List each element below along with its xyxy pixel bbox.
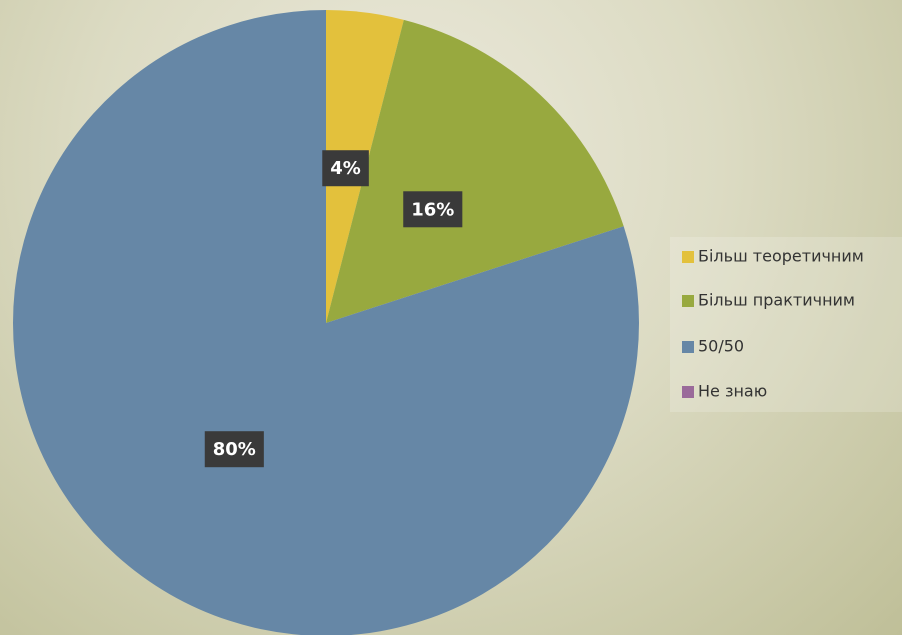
- legend-swatch: [682, 386, 694, 398]
- pie-slice: [13, 10, 639, 635]
- legend-swatch: [682, 251, 694, 263]
- data-label-box: [322, 150, 369, 187]
- pie-slice: [326, 19, 624, 324]
- legend-swatch: [682, 341, 694, 353]
- data-label-box: [204, 431, 264, 468]
- data-label: 16%: [411, 199, 454, 220]
- data-label-box: [403, 191, 463, 228]
- legend-label: Більш теоретичним: [698, 247, 864, 266]
- legend-box: [670, 237, 902, 412]
- data-label: 80%: [213, 439, 256, 460]
- legend-label: 50/50: [698, 337, 744, 356]
- legend-label: Не знаю: [698, 382, 767, 401]
- legend-swatch: [682, 295, 694, 307]
- data-label: 4%: [330, 158, 361, 179]
- legend-label: Більш практичним: [698, 291, 855, 310]
